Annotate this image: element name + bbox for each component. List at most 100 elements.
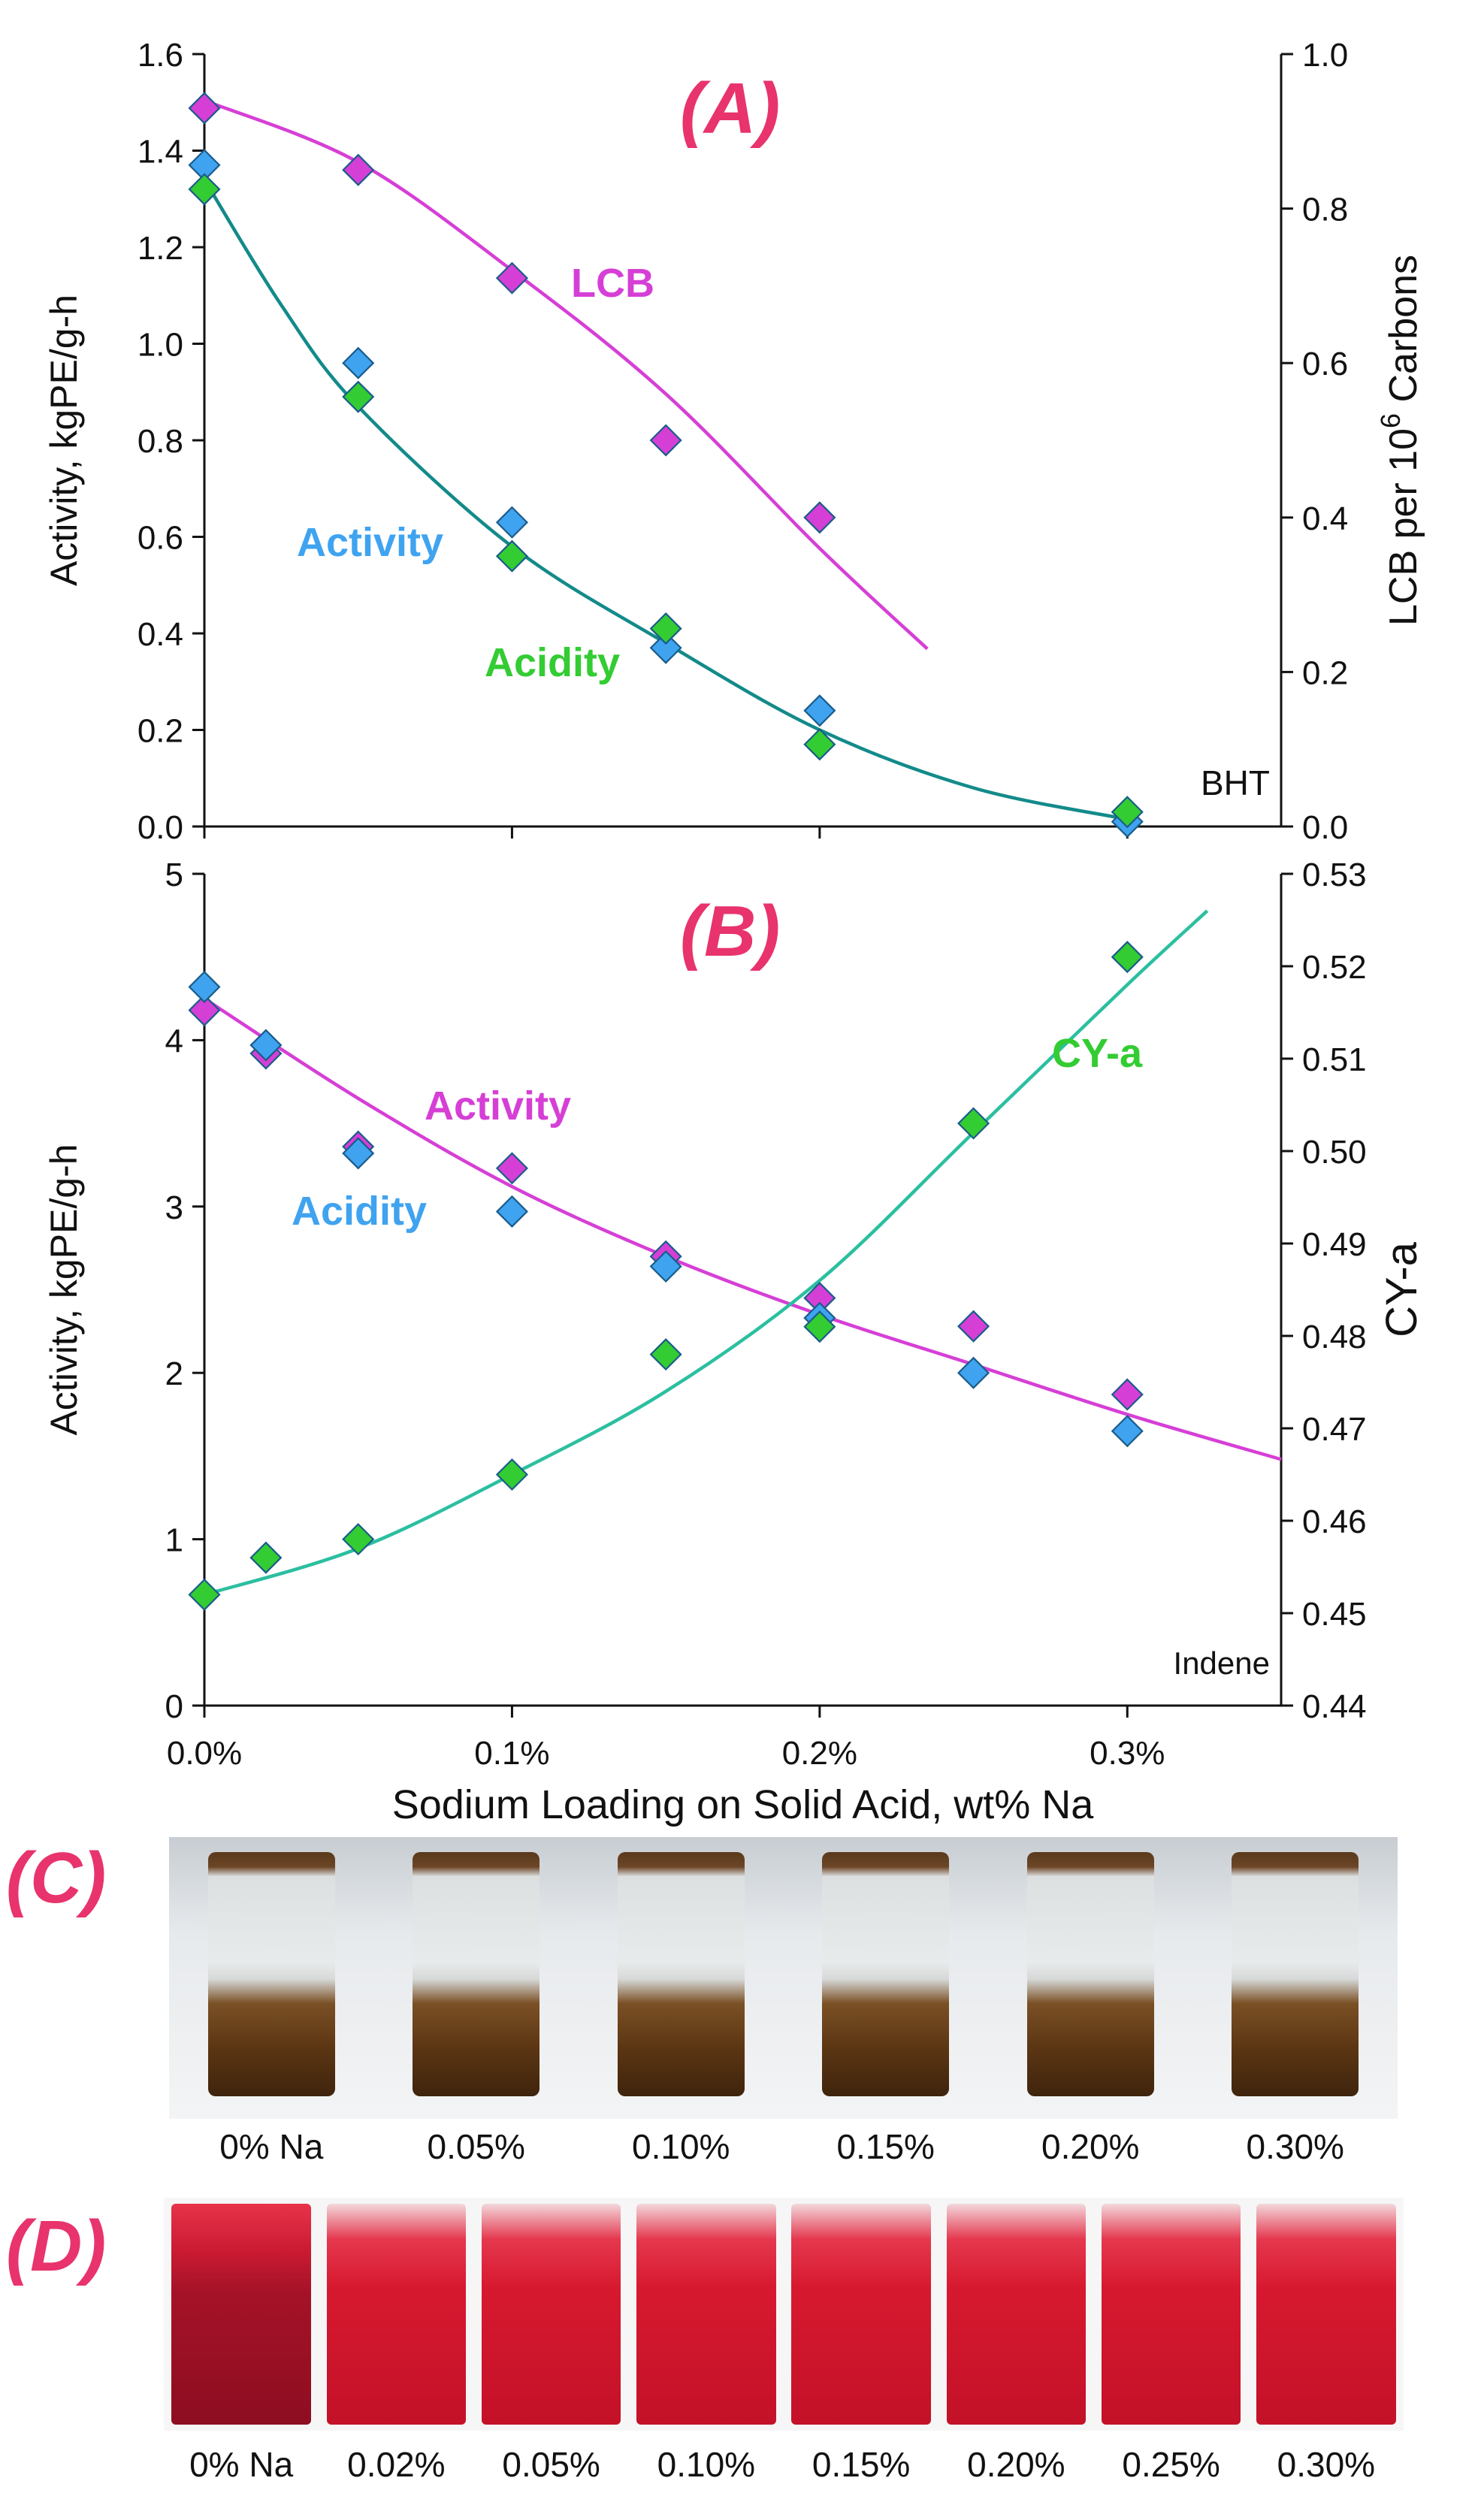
data-point-lcb bbox=[803, 501, 836, 534]
data-point-activity bbox=[957, 1310, 990, 1343]
x-tick-label-B: 0.1% bbox=[474, 1735, 549, 1772]
corner-label-B: Indene bbox=[1174, 1645, 1270, 1681]
fit-line-cy-a bbox=[204, 909, 1209, 1597]
vial bbox=[1256, 2204, 1396, 2425]
data-point-acidity bbox=[803, 728, 836, 761]
vial-label: 0.10% bbox=[657, 2445, 756, 2484]
series-label-cy-a: CY-a bbox=[1052, 1031, 1143, 1076]
vial-label: 0.05% bbox=[502, 2445, 600, 2484]
right-tick-label-A: 0.2 bbox=[1302, 654, 1348, 691]
vial-label: 0.30% bbox=[1246, 2127, 1344, 2166]
fit-line-activity bbox=[203, 997, 1282, 1461]
vial bbox=[326, 2204, 467, 2425]
panel-letter-b: (B) bbox=[680, 891, 781, 972]
data-point-acidity bbox=[495, 539, 528, 573]
series-label-activity: Activity bbox=[425, 1083, 571, 1129]
data-point-acidity bbox=[957, 1356, 990, 1389]
data-point-acidity bbox=[495, 1195, 528, 1228]
data-point-acidity bbox=[342, 1137, 375, 1170]
right-tick-label-A: 0.4 bbox=[1302, 500, 1348, 537]
vial bbox=[1232, 1852, 1359, 2096]
left-tick-label-B: 5 bbox=[165, 857, 183, 893]
y-axis-title-right-A: LCB per 106 Carbons bbox=[1375, 255, 1425, 626]
data-point-acidity bbox=[188, 970, 221, 1004]
chart-a: 0.0 0.2 0.4 0.6 0.8 1.0 1.2 1.4 1.6 0.0 0.2 0.4 0.6 0… bbox=[43, 37, 1425, 846]
data-point-lcb bbox=[188, 92, 221, 125]
left-tick-label-B: 0 bbox=[165, 1688, 183, 1725]
right-tick-label-A: 1.0 bbox=[1302, 37, 1348, 74]
x-tick-label-B: 0.3% bbox=[1090, 1735, 1165, 1772]
right-tick-label-B: 0.51 bbox=[1302, 1041, 1367, 1078]
right-tick-label-B: 0.46 bbox=[1302, 1503, 1367, 1540]
vial bbox=[413, 1852, 540, 2096]
vial-label: 0.05% bbox=[427, 2127, 525, 2166]
left-tick-label-A: 1.0 bbox=[138, 327, 183, 364]
vial-label: 0% Na bbox=[219, 2127, 324, 2166]
left-tick-label-B: 1 bbox=[165, 1522, 183, 1559]
corner-label-A: BHT bbox=[1201, 763, 1270, 802]
data-point-activity bbox=[649, 631, 682, 664]
left-tick-label-A: 1.2 bbox=[138, 230, 183, 267]
vial-label: 0.25% bbox=[1122, 2445, 1220, 2484]
fit-line-acidity bbox=[203, 178, 1128, 821]
left-tick-label-B: 4 bbox=[165, 1023, 183, 1059]
right-tick-label-A: 0.6 bbox=[1302, 346, 1348, 382]
data-point-activity bbox=[342, 346, 375, 379]
left-tick-label-A: 0.0 bbox=[138, 809, 183, 846]
y-axis-title-right-part: LCB per 10 bbox=[1382, 428, 1425, 626]
right-tick-label-B: 0.44 bbox=[1302, 1688, 1367, 1725]
series-label-activity: Activity bbox=[297, 520, 443, 565]
vial bbox=[481, 2204, 621, 2425]
right-tick-label-B: 0.48 bbox=[1302, 1319, 1367, 1355]
vial-label: 0.10% bbox=[632, 2127, 730, 2166]
vial-label: 0.02% bbox=[347, 2445, 446, 2484]
vial bbox=[207, 1852, 335, 2096]
data-point-activity bbox=[803, 694, 836, 727]
right-tick-label-A: 0.8 bbox=[1302, 192, 1348, 228]
series-label-acidity: Acidity bbox=[292, 1189, 427, 1234]
data-point-lcb bbox=[495, 261, 528, 295]
y-axis-title-left-B: Activity, kgPE/g-h bbox=[43, 1144, 85, 1435]
vial bbox=[1101, 2204, 1241, 2425]
data-point-activity bbox=[495, 506, 528, 539]
data-point-acidity bbox=[649, 612, 682, 645]
y-axis-title-left-A: Activity, kgPE/g-h bbox=[43, 295, 85, 586]
vial bbox=[636, 2204, 776, 2425]
vial bbox=[791, 2204, 931, 2425]
data-point-cy-a bbox=[649, 1338, 682, 1371]
left-tick-label-A: 0.8 bbox=[138, 423, 183, 460]
vial-label: 0.20% bbox=[967, 2445, 1065, 2484]
data-point-cy-a bbox=[1111, 941, 1144, 974]
right-tick-label-B: 0.45 bbox=[1302, 1596, 1367, 1633]
x-tick-label-B: 0.0% bbox=[167, 1735, 242, 1772]
data-point-acidity bbox=[1111, 1415, 1144, 1448]
left-tick-label-A: 1.6 bbox=[138, 37, 183, 74]
data-point-activity bbox=[495, 1152, 528, 1185]
data-point-cy-a bbox=[188, 1578, 221, 1611]
y-axis-title-right-sup: 6 bbox=[1375, 413, 1406, 428]
vial bbox=[946, 2204, 1087, 2425]
data-point-cy-a bbox=[249, 1541, 283, 1574]
photo-panel-d bbox=[164, 2198, 1404, 2431]
left-tick-label-A: 0.6 bbox=[138, 520, 183, 557]
y-axis-title-right-part: Carbons bbox=[1382, 255, 1425, 413]
right-tick-label-B: 0.49 bbox=[1302, 1226, 1367, 1263]
panel-letter-d: (D) bbox=[6, 2206, 107, 2286]
right-tick-label-B: 0.50 bbox=[1302, 1134, 1367, 1171]
left-tick-label-B: 3 bbox=[165, 1189, 183, 1226]
vial bbox=[617, 1852, 745, 2096]
photo-panel-c bbox=[169, 1837, 1398, 2119]
right-tick-label-A: 0.0 bbox=[1302, 809, 1348, 846]
data-point-activity bbox=[188, 993, 221, 1027]
data-point-acidity bbox=[249, 1029, 283, 1062]
vial bbox=[822, 1852, 950, 2096]
data-point-cy-a bbox=[495, 1458, 528, 1491]
data-point-acidity bbox=[342, 380, 375, 413]
panel-letter-c: (C) bbox=[6, 1838, 107, 1918]
panel-letter-a: (A) bbox=[680, 68, 781, 149]
right-tick-label-B: 0.47 bbox=[1302, 1411, 1367, 1448]
left-tick-label-A: 0.2 bbox=[138, 713, 183, 750]
vial-label: 0.20% bbox=[1041, 2127, 1140, 2166]
fit-line-lcb bbox=[204, 98, 929, 651]
